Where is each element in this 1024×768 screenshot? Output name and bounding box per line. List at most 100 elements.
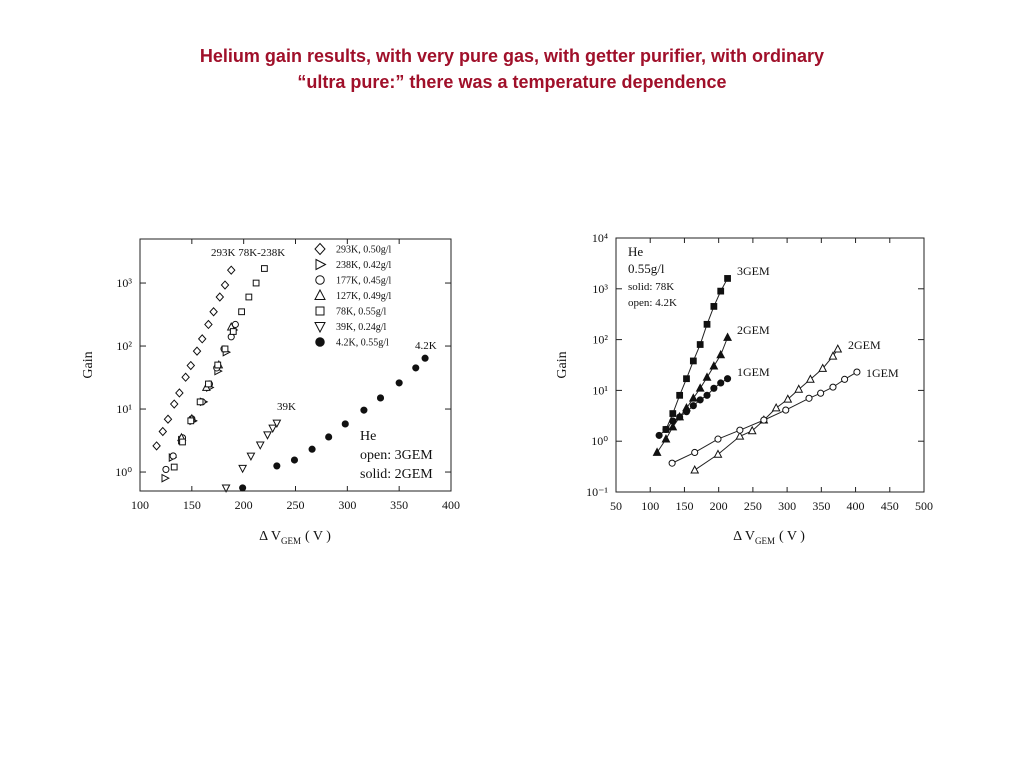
data-point bbox=[214, 361, 222, 369]
legend-label: 293K, 0.50g/l bbox=[336, 245, 392, 256]
annotation: solid: 78K bbox=[628, 281, 674, 293]
data-point bbox=[421, 354, 429, 362]
y-tick-label: 10¹ bbox=[592, 383, 608, 397]
data-point bbox=[246, 452, 256, 461]
legend-marker bbox=[314, 242, 326, 256]
data-point bbox=[710, 303, 718, 310]
data-point bbox=[794, 384, 804, 393]
data-point bbox=[261, 265, 268, 272]
x-tick-label: 200 bbox=[235, 498, 253, 512]
data-point bbox=[238, 464, 248, 474]
data-point bbox=[179, 438, 186, 446]
data-point bbox=[676, 391, 684, 399]
data-point bbox=[158, 426, 168, 437]
data-point bbox=[805, 374, 815, 383]
legend-label: 127K, 0.49g/l bbox=[336, 291, 392, 302]
data-point bbox=[169, 452, 177, 460]
data-point bbox=[723, 332, 732, 341]
x-axis-label-unit: ( V ) bbox=[305, 529, 331, 544]
legend-label: 177K, 0.45g/l bbox=[336, 276, 392, 287]
x-axis-label-unit: ( V ) bbox=[779, 529, 805, 544]
data-point bbox=[724, 275, 731, 282]
data-point bbox=[170, 463, 178, 471]
x-axis-label: Δ VGEM ( V ) bbox=[733, 529, 805, 546]
data-point bbox=[805, 394, 813, 402]
data-point bbox=[163, 414, 173, 424]
data-point bbox=[710, 384, 718, 392]
x-tick-label: 150 bbox=[675, 499, 693, 513]
data-point bbox=[690, 465, 700, 474]
data-point bbox=[412, 364, 420, 372]
annotation: solid: 2GEM bbox=[360, 467, 433, 482]
data-point bbox=[736, 426, 744, 434]
y-tick-label: 10⁰ bbox=[115, 465, 132, 479]
data-point bbox=[689, 402, 697, 410]
data-point bbox=[760, 416, 768, 424]
x-axis-label-main: Δ V bbox=[259, 529, 281, 544]
y-tick-label: 10⁻¹ bbox=[586, 485, 608, 499]
legend-marker bbox=[315, 306, 325, 316]
y-tick-label: 10⁰ bbox=[591, 434, 608, 448]
x-tick-label: 250 bbox=[287, 498, 305, 512]
data-point bbox=[226, 265, 236, 275]
x-tick-label: 150 bbox=[183, 498, 201, 512]
data-point bbox=[229, 328, 237, 335]
data-point bbox=[245, 293, 253, 301]
data-point bbox=[833, 344, 843, 353]
data-point bbox=[252, 279, 260, 287]
data-point bbox=[272, 419, 282, 429]
series-label: 1GEM bbox=[866, 366, 899, 380]
data-point bbox=[221, 345, 229, 353]
data-point bbox=[268, 424, 278, 434]
data-point bbox=[782, 406, 790, 414]
data-point bbox=[661, 434, 671, 443]
data-point bbox=[239, 484, 247, 492]
data-point bbox=[308, 445, 316, 453]
x-tick-label: 250 bbox=[744, 499, 762, 513]
data-point bbox=[376, 394, 385, 402]
data-point bbox=[255, 441, 265, 450]
slide-title: Helium gain results, with very pure gas,… bbox=[200, 46, 824, 66]
y-tick-label: 10² bbox=[116, 339, 132, 353]
x-tick-label: 450 bbox=[881, 499, 899, 513]
x-tick-label: 50 bbox=[610, 499, 622, 513]
data-point bbox=[325, 433, 333, 441]
plot-frame bbox=[615, 237, 925, 493]
series-line bbox=[665, 278, 729, 430]
data-point bbox=[724, 375, 732, 383]
data-point bbox=[273, 462, 281, 470]
y-tick-label: 10² bbox=[592, 333, 608, 347]
x-tick-label: 400 bbox=[442, 498, 460, 512]
x-tick-label: 350 bbox=[390, 498, 408, 512]
data-point bbox=[717, 379, 725, 387]
data-point bbox=[360, 406, 368, 414]
data-point bbox=[709, 361, 719, 370]
data-point bbox=[152, 441, 161, 451]
x-tick-label: 300 bbox=[778, 499, 796, 513]
y-tick-label: 10³ bbox=[116, 276, 132, 290]
data-point bbox=[196, 398, 204, 406]
data-point bbox=[668, 422, 678, 431]
series-label: 1GEM bbox=[737, 365, 770, 379]
data-point bbox=[696, 341, 704, 348]
data-point bbox=[695, 383, 705, 392]
data-point bbox=[841, 375, 849, 383]
data-point bbox=[197, 334, 207, 344]
series-label: 2GEM bbox=[848, 338, 881, 352]
data-point bbox=[771, 402, 781, 412]
data-point bbox=[689, 357, 697, 365]
data-point bbox=[747, 425, 757, 435]
x-tick-label: 100 bbox=[641, 499, 659, 513]
series-line bbox=[656, 337, 729, 453]
data-point bbox=[655, 431, 663, 439]
data-point bbox=[682, 408, 691, 416]
y-tick-label: 10³ bbox=[592, 282, 608, 296]
data-point bbox=[828, 351, 838, 360]
data-point bbox=[192, 346, 202, 356]
legend-marker bbox=[315, 275, 325, 285]
x-axis-label: Δ VGEM ( V ) bbox=[259, 529, 331, 546]
data-point bbox=[703, 320, 711, 328]
data-point bbox=[829, 383, 837, 391]
data-point bbox=[169, 399, 179, 409]
series-label: 2GEM bbox=[737, 323, 770, 337]
